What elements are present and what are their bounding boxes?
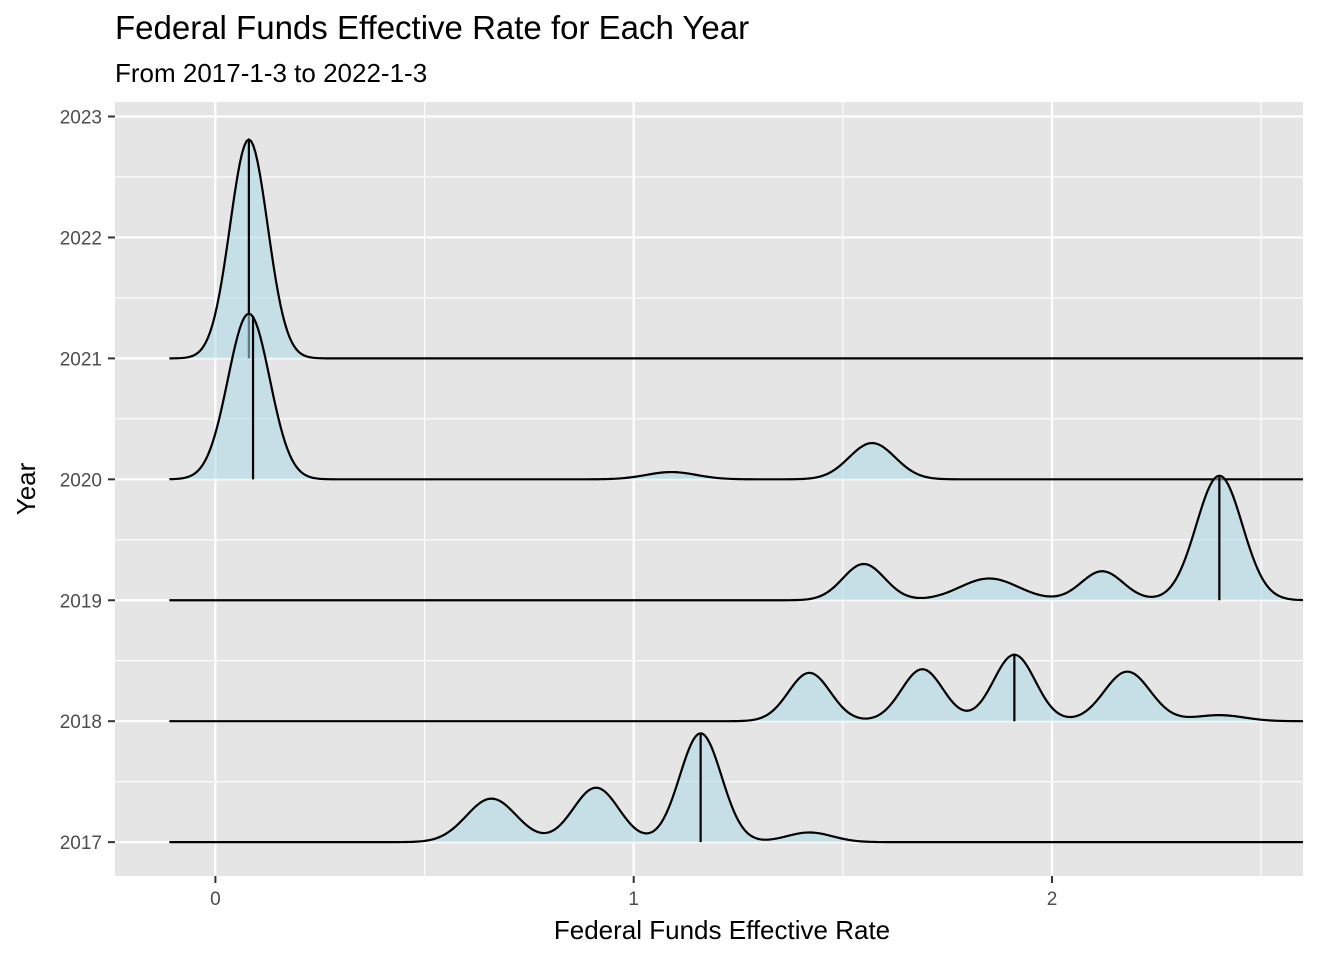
y-tick-label: 2020 — [60, 470, 102, 491]
ridge-line-2021 — [169, 138, 1303, 360]
ridge-line-2020 — [169, 312, 1303, 481]
x-tick-label: 0 — [210, 889, 221, 910]
ridge-area-2017 — [169, 733, 1303, 843]
x-tick-label: 1 — [628, 889, 639, 910]
y-axis: 2017 2018 2019 2020 2021 2022 2023 — [60, 108, 115, 854]
y-tick-label: 2018 — [60, 712, 102, 733]
y-tick-label: 2017 — [60, 833, 102, 854]
chart-title: Federal Funds Effective Rate for Each Ye… — [115, 9, 749, 46]
ridge-line-2018 — [169, 653, 1304, 723]
y-tick-label: 2021 — [60, 349, 102, 370]
y-tick-label: 2023 — [60, 108, 102, 129]
chart-subtitle: From 2017-1-3 to 2022-1-3 — [115, 58, 427, 88]
ridge-area-2019 — [169, 475, 1303, 601]
y-axis-title: Year — [11, 462, 41, 515]
ridge-2018 — [169, 653, 1304, 723]
y-tick-label: 2019 — [60, 591, 102, 612]
ridge-area-2021 — [169, 139, 1303, 359]
x-tick-label: 2 — [1047, 889, 1058, 910]
y-tick-label: 2022 — [60, 228, 102, 249]
minor-grid — [115, 102, 1303, 876]
ridge-area-2020 — [169, 313, 1303, 480]
ridge-line-2019 — [169, 474, 1304, 602]
x-axis: 0 1 2 — [210, 876, 1057, 910]
x-axis-title: Federal Funds Effective Rate — [554, 915, 890, 945]
ridge-2017 — [169, 732, 1303, 844]
ridge-line-2017 — [169, 732, 1303, 844]
ridge-2019 — [169, 474, 1304, 602]
ridges — [169, 138, 1304, 844]
ridge-2020 — [169, 312, 1303, 481]
ridge-area-2018 — [169, 654, 1303, 722]
